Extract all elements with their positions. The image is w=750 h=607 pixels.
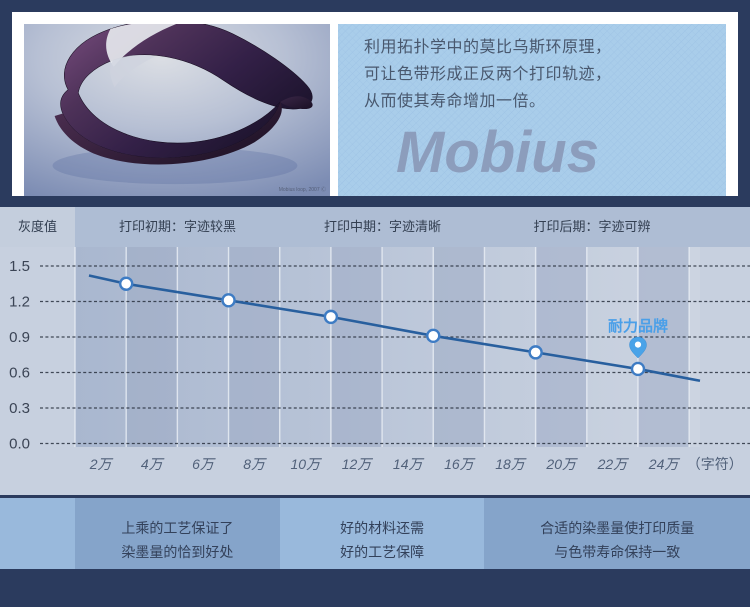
svg-text:（字符）: （字符） [687,456,743,472]
svg-text:0.0: 0.0 [9,436,30,453]
svg-text:耐力品牌: 耐力品牌 [608,317,668,335]
svg-text:2万: 2万 [89,456,114,472]
svg-text:22万: 22万 [597,456,630,472]
svg-text:0.3: 0.3 [9,400,30,417]
svg-text:4万: 4万 [141,456,165,472]
svg-text:1.2: 1.2 [9,294,30,311]
svg-text:0.9: 0.9 [9,329,30,346]
svg-text:10万: 10万 [291,456,323,472]
svg-text:1.5: 1.5 [9,258,30,275]
svg-text:14万: 14万 [393,456,425,472]
svg-text:6万: 6万 [192,456,216,472]
svg-text:18万: 18万 [495,456,527,472]
svg-text:0.6: 0.6 [9,365,30,382]
svg-text:16万: 16万 [444,456,476,472]
svg-text:24万: 24万 [648,456,681,472]
svg-text:12万: 12万 [342,456,374,472]
svg-text:20万: 20万 [545,456,578,472]
svg-text:8万: 8万 [243,456,267,472]
